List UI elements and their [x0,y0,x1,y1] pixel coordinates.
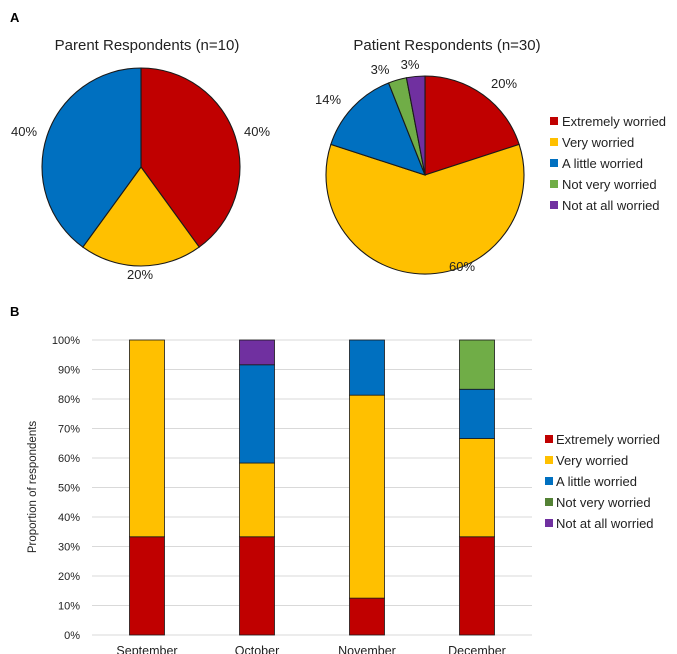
y-tick-label: 80% [58,394,80,406]
x-tick-label-october: October [235,644,279,654]
patient-pie-label-extremely-worried: 20% [491,76,517,91]
y-tick-label: 30% [58,542,80,554]
y-tick-label: 100% [52,335,80,347]
pie-legend: Extremely worried Very worried A little wo… [550,114,666,213]
patient-pie: 20% 60% 14% 3% 3% [315,57,525,275]
patient-pie-label-very-worried: 60% [449,259,475,274]
parent-pie-label-very-worried: 20% [127,267,153,282]
bar-legend-label-very-worried: Very worried [556,453,628,468]
parent-pie-slice-a-little-worried [41,67,142,248]
patient-pie-label-a-little-worried: 14% [315,92,341,107]
patient-pie-slice-a-little-worried [330,82,426,176]
pie-legend-swatch-very-worried [550,138,558,146]
y-tick-label: 20% [58,571,80,583]
y-tick-label: 40% [58,512,80,524]
patient-pie-slice-not-at-all-worried [405,75,426,176]
stacked-bar-chart: 0% 10% 20% 30% 40% 50% 60% 70% 80% 90% 100% Septemb… [52,335,532,654]
pie-legend-label-a-little-worried: A little worried [562,156,643,171]
y-tick-label: 70% [58,424,80,436]
patient-pie-label-not-at-all-worried: 3% [401,57,420,72]
bar-legend-swatch-very-worried [545,456,553,464]
patient-pie-title: Patient Respondents (n=30) [353,37,540,54]
pie-legend-swatch-not-very-worried [550,180,558,188]
bar-legend-label-a-little-worried: A little worried [556,474,637,489]
bar-december-very-worried [459,438,495,538]
x-tick-label-december: December [448,644,506,654]
panel-label-a: A [10,10,20,25]
bar-legend: Extremely worried Very worried A little wo… [545,432,660,531]
bar-october-very-worried [239,462,275,538]
parent-pie-slice-extremely-worried [140,67,241,248]
bar-december-not-very-worried [459,339,495,390]
y-tick-label: 0% [64,630,80,642]
pie-legend-label-not-at-all-worried: Not at all worried [562,198,660,213]
patient-pie-label-not-very-worried: 3% [371,62,390,77]
bar-legend-label-not-at-all-worried: Not at all worried [556,516,654,531]
parent-pie: 40% 20% 40% [11,67,270,282]
bar-legend-label-extremely-worried: Extremely worried [556,432,660,447]
bar-october-not-at-all-worried [239,339,275,366]
parent-pie-label-extremely-worried: 40% [244,124,270,139]
pie-legend-swatch-a-little-worried [550,159,558,167]
y-axis-label: Proportion of respondents [27,421,39,554]
patient-pie-slice-very-worried [325,143,525,275]
bar-september-extremely-worried [129,536,165,636]
bar-legend-swatch-not-very-worried [545,498,553,506]
bar-november-extremely-worried [349,597,385,636]
pie-legend-label-not-very-worried: Not very worried [562,177,657,192]
bar-october-a-little-worried [239,364,275,464]
bar-december-extremely-worried [459,536,495,636]
pie-legend-swatch-not-at-all-worried [550,201,558,209]
y-tick-label: 60% [58,453,80,465]
parent-pie-label-a-little-worried: 40% [11,124,37,139]
bar-legend-swatch-a-little-worried [545,477,553,485]
y-tick-label: 50% [58,483,80,495]
y-tick-label: 10% [58,601,80,613]
patient-pie-slice-extremely-worried [424,75,520,176]
bar-legend-swatch-extremely-worried [545,435,553,443]
bar-september-very-worried [129,339,165,538]
bar-october-extremely-worried [239,536,275,636]
x-tick-label-september: September [116,644,177,654]
pie-legend-label-extremely-worried: Extremely worried [562,114,666,129]
bar-legend-swatch-not-at-all-worried [545,519,553,527]
pie-legend-label-very-worried: Very worried [562,135,634,150]
parent-pie-title: Parent Respondents (n=10) [55,37,240,54]
bar-november-a-little-worried [349,339,385,396]
bar-legend-label-not-very-worried: Not very worried [556,495,651,510]
y-tick-label: 90% [58,365,80,377]
x-tick-label-november: November [338,644,396,654]
bar-december-a-little-worried [459,388,495,439]
parent-pie-slice-very-worried [82,166,200,267]
bar-november-very-worried [349,394,385,599]
pie-legend-swatch-extremely-worried [550,117,558,125]
panel-label-b: B [10,304,19,319]
